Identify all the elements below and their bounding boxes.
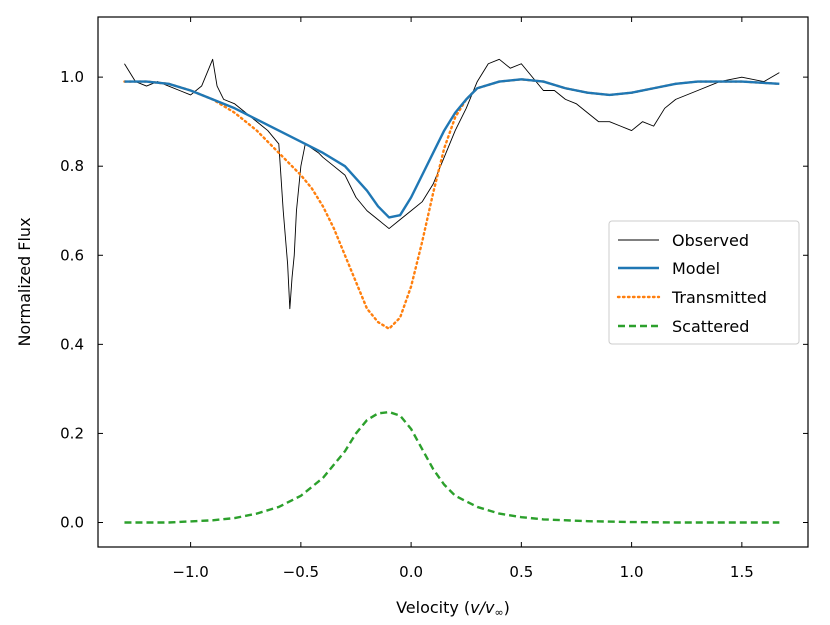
y-tick-label: 0.4 [60, 335, 84, 353]
series-line-model [124, 78, 780, 219]
x-tick-label: 0.5 [509, 563, 533, 581]
legend-box [608, 220, 800, 345]
plot-frame [97, 16, 809, 548]
x-tick-label: −0.5 [283, 563, 319, 581]
y-axis-label: Normalized Flux [15, 217, 34, 346]
legend-label-model: Model [672, 259, 720, 278]
legend-label-transmitted: Transmitted [671, 288, 767, 307]
legend: Observed Model Transmitted Scattered [608, 220, 800, 345]
series-layer [123, 58, 781, 524]
x-tick-label: 1.0 [620, 563, 644, 581]
x-tick-label: 0.0 [399, 563, 423, 581]
y-tick-label: 0.8 [60, 157, 84, 175]
legend-label-scattered: Scattered [672, 317, 749, 336]
series-line-scattered [124, 410, 780, 524]
x-tick-label: −1.0 [172, 563, 208, 581]
y-tick-label: 0.6 [60, 246, 84, 264]
series-line-observed [124, 58, 780, 310]
x-tick-label: 1.5 [730, 563, 754, 581]
y-tick-label: 0.0 [60, 514, 84, 532]
y-tick-label: 1.0 [60, 68, 84, 86]
x-axis-label: Velocity (v/v∞) [396, 598, 510, 619]
ticks-layer: −1.0 −0.5 0.0 0.5 1.0 1.5 0.0 0.2 0.4 0.6 0.8 1.0 [60, 17, 808, 581]
legend-label-observed: Observed [672, 231, 749, 250]
y-tick-label: 0.2 [60, 424, 84, 442]
